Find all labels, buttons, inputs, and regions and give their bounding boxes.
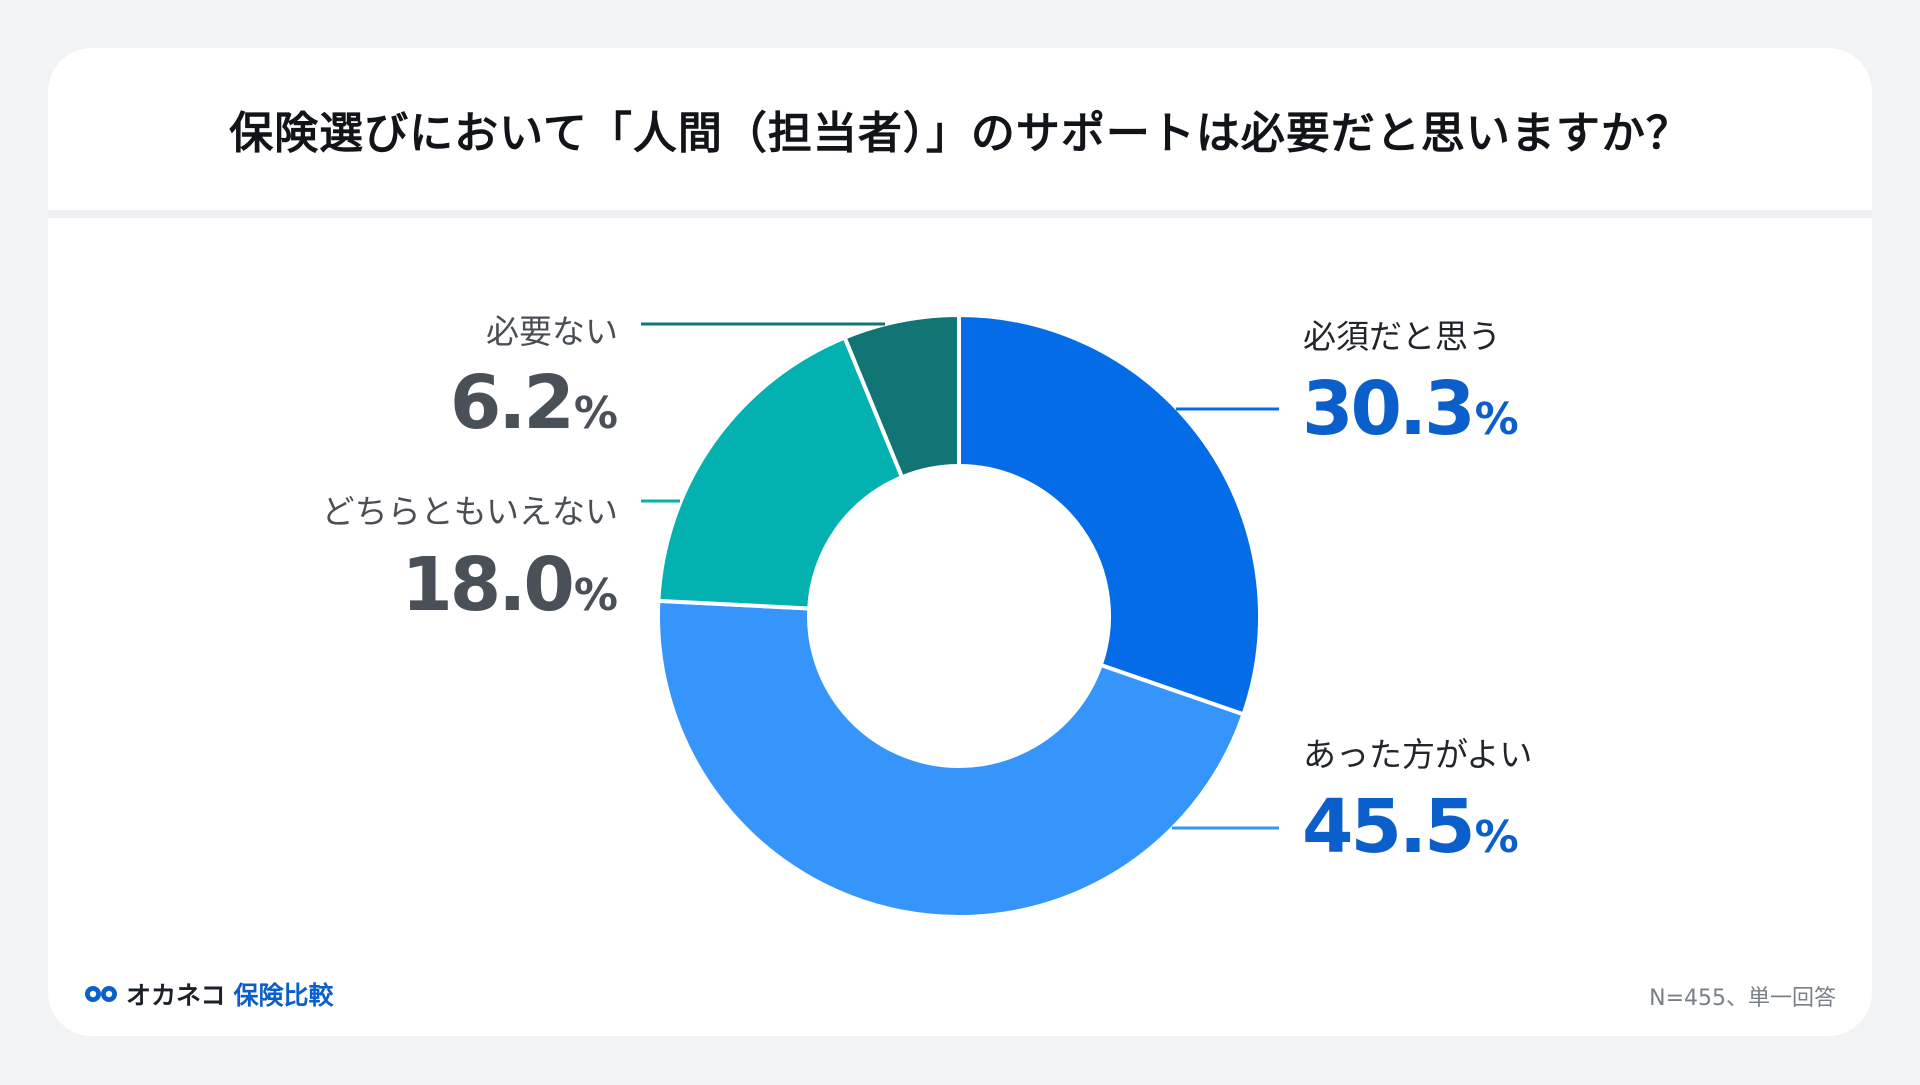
value-better: 45.5% [1302, 784, 1519, 870]
value-neither: 18.0% [401, 542, 618, 628]
label-required: 必須だと思う [1303, 317, 1501, 356]
brand-logo: オカネコ 保険比較 [84, 978, 334, 1010]
brand-name: オカネコ [126, 981, 226, 1010]
value-required: 30.3% [1302, 366, 1519, 452]
chart-title: 保険選びにおいて「人間（担当者）」のサポートは必要だと思いますか？ [229, 108, 1691, 159]
slice-better [656, 598, 1247, 919]
slice-neither [656, 334, 905, 611]
sample-note: N=455、単一回答 [1649, 986, 1836, 1011]
okaneko-logo-icon [85, 986, 117, 1002]
slice-not-needed [842, 312, 961, 480]
title-divider [48, 210, 1872, 218]
value-not-needed: 6.2% [449, 360, 618, 446]
slice-required [957, 312, 1262, 717]
label-better: あった方がよい [1303, 735, 1533, 774]
brand-sub: 保険比較 [233, 981, 334, 1010]
title-bar: 保険選びにおいて「人間（担当者）」のサポートは必要だと思いますか？ [48, 48, 1872, 210]
label-neither: どちらともいえない [321, 492, 618, 531]
label-not-needed: 必要ない [486, 312, 618, 351]
